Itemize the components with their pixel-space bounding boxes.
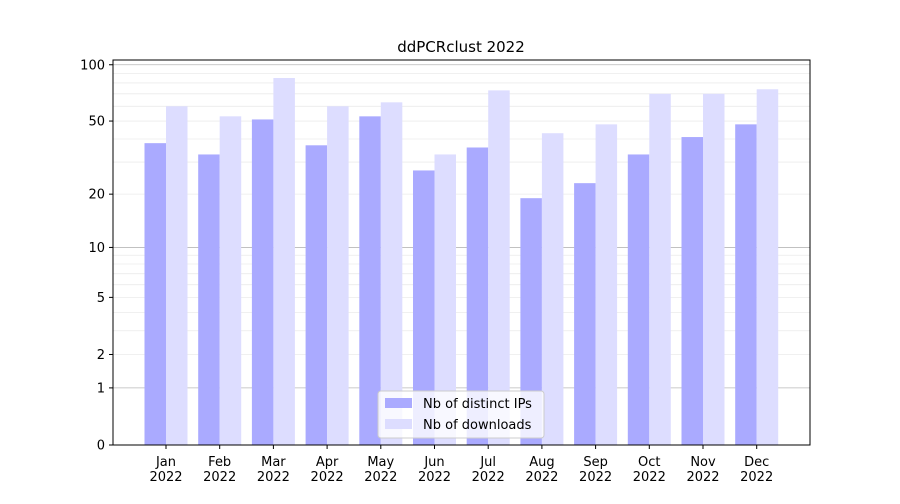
legend: Nb of distinct IPs Nb of downloads (377, 390, 545, 439)
plot-area-frame (112, 59, 811, 446)
x-tick-label-month: Sep (583, 455, 608, 470)
x-tick-label-month: Mar (261, 455, 286, 470)
x-tick-label-year: 2022 (686, 470, 719, 485)
x-tick-label-year: 2022 (525, 470, 558, 485)
y-tick-label: 1 (97, 381, 105, 396)
bar-downloads (219, 116, 242, 445)
bar-downloads (595, 124, 618, 445)
bar-downloads (434, 154, 456, 445)
x-tick-label-year: 2022 (203, 470, 236, 485)
bar-downloads (703, 93, 725, 445)
x-tick-label-month: Feb (208, 455, 231, 470)
bar-downloads (273, 78, 295, 446)
x-tick-label-year: 2022 (740, 470, 773, 485)
bar-distinct-ips (144, 143, 166, 446)
bar-distinct-ips (359, 116, 381, 445)
x-tick-label-year: 2022 (633, 470, 666, 485)
y-tick-label: 5 (97, 291, 105, 306)
y-tick-label: 10 (88, 241, 105, 256)
bar-distinct-ips (627, 154, 650, 445)
legend-box (377, 390, 545, 439)
bar-distinct-ips (735, 124, 757, 445)
chart-title: ddPCRclust 2022 (397, 38, 525, 56)
x-tick-label-month: Jun (423, 455, 444, 470)
x-tick-label-month: May (367, 455, 394, 470)
x-tick-label-month: Dec (744, 455, 769, 470)
x-tick-label-month: Nov (690, 455, 716, 470)
bar-distinct-ips (251, 119, 274, 445)
legend-label: Nb of downloads (423, 418, 532, 433)
y-tick-label: 100 (80, 58, 105, 73)
x-tick-label-month: Aug (529, 455, 554, 470)
bar-distinct-ips (466, 147, 489, 445)
bar-downloads (649, 93, 671, 445)
y-tick-label: 50 (88, 115, 105, 130)
x-tick-label-month: Jan (155, 455, 176, 470)
x-tick-label-year: 2022 (364, 470, 397, 485)
bar-distinct-ips (413, 170, 435, 445)
bar-downloads (756, 89, 779, 445)
x-tick-label-year: 2022 (257, 470, 290, 485)
legend-swatch (385, 398, 412, 408)
bar-distinct-ips (681, 137, 703, 445)
bar-downloads (166, 106, 188, 446)
bar-distinct-ips (574, 183, 596, 445)
bar-downloads (327, 106, 349, 446)
x-tick-label-year: 2022 (311, 470, 344, 485)
bar-downloads (488, 90, 510, 446)
x-tick-label-month: Apr (316, 455, 339, 470)
y-tick-label: 0 (97, 439, 105, 454)
bar-downloads (541, 133, 564, 445)
x-tick-label-year: 2022 (149, 470, 182, 485)
legend-swatch (385, 419, 412, 429)
y-tick-label: 2 (97, 348, 105, 363)
bar-distinct-ips (198, 154, 220, 445)
x-tick-label-year: 2022 (418, 470, 451, 485)
legend-label: Nb of distinct IPs (423, 397, 532, 412)
x-tick-label-month: Oct (638, 455, 660, 470)
bar-downloads (380, 102, 403, 446)
bar-distinct-ips (520, 198, 542, 445)
x-tick-label-year: 2022 (472, 470, 505, 485)
x-tick-label-month: Jul (479, 455, 496, 470)
bar-distinct-ips (305, 145, 328, 445)
y-tick-label: 20 (88, 188, 105, 203)
x-tick-label-year: 2022 (579, 470, 612, 485)
